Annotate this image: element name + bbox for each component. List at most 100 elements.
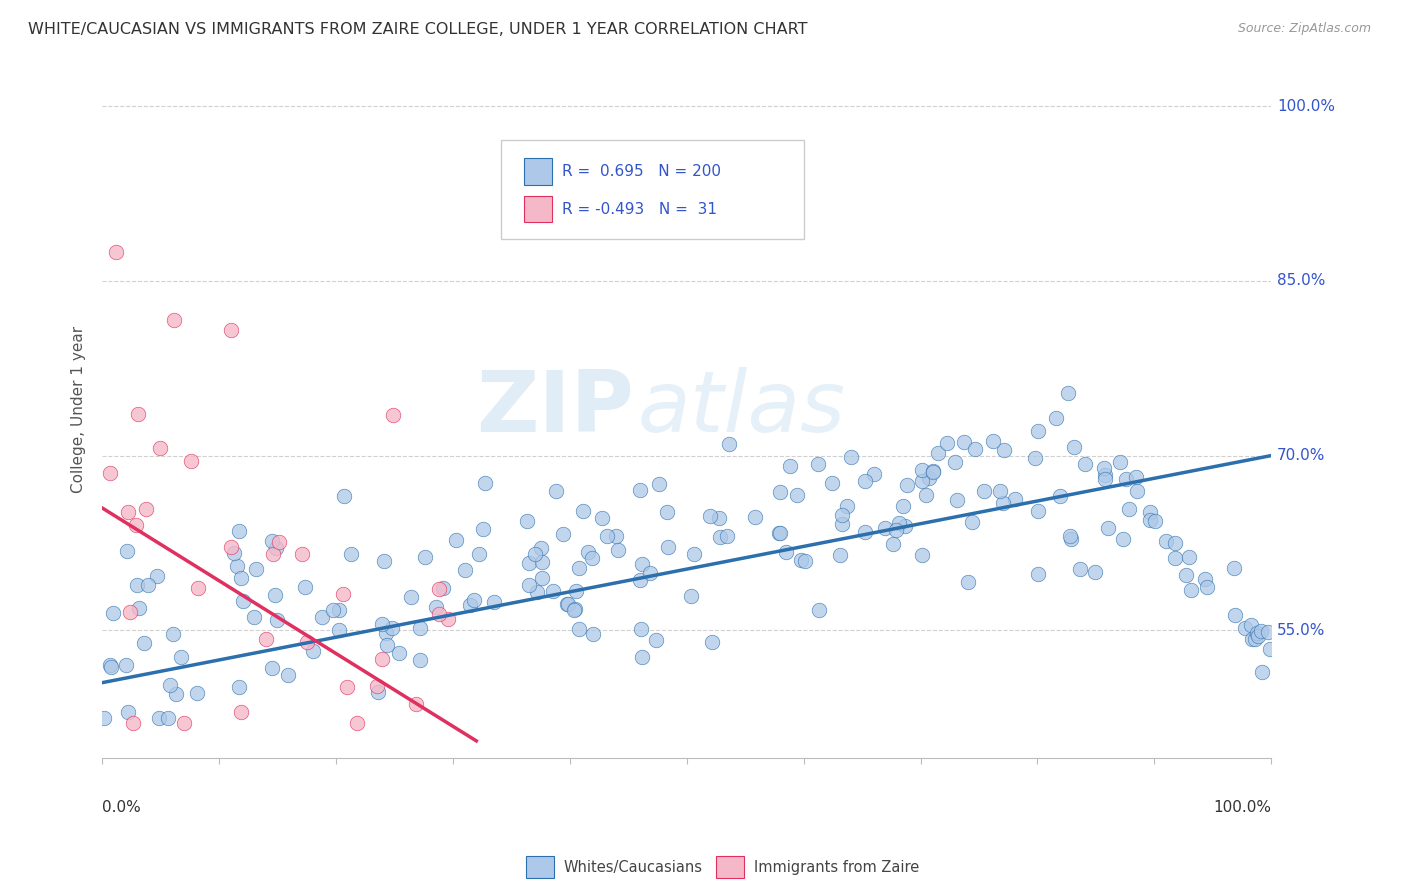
Point [1139, 513, 1161, 527]
Point [790, 553, 813, 567]
Point [444, 533, 467, 548]
Point [401, 590, 423, 604]
Point [605, 529, 627, 543]
Point [156, 710, 179, 724]
Point [993, 443, 1015, 458]
Point [1115, 472, 1137, 486]
Point [699, 508, 721, 523]
Point [581, 550, 603, 565]
Point [1174, 567, 1197, 582]
Point [943, 455, 966, 469]
Point [681, 589, 703, 603]
Point [891, 499, 914, 513]
Point [1109, 455, 1132, 469]
Text: Whites/Caucasians: Whites/Caucasians [564, 860, 703, 874]
Point [366, 679, 388, 693]
Point [165, 687, 187, 701]
Point [346, 716, 368, 731]
Point [956, 574, 979, 589]
Point [1024, 450, 1046, 465]
Point [242, 610, 264, 624]
Point [162, 627, 184, 641]
Point [1045, 411, 1067, 425]
Point [128, 601, 150, 615]
Point [101, 606, 124, 620]
Point [375, 626, 398, 640]
Point [132, 636, 155, 650]
Point [557, 597, 579, 611]
Point [1164, 551, 1187, 566]
Point [831, 517, 853, 532]
Point [232, 594, 254, 608]
Point [1194, 572, 1216, 586]
Point [1225, 608, 1247, 623]
Point [322, 603, 344, 617]
Point [1057, 386, 1080, 401]
Point [388, 646, 411, 660]
Point [427, 582, 450, 596]
Point [1125, 470, 1147, 484]
Point [709, 511, 731, 525]
Point [105, 244, 128, 259]
Point [339, 547, 361, 561]
Point [425, 599, 447, 614]
Point [807, 603, 830, 617]
Point [146, 569, 169, 583]
Point [831, 508, 853, 522]
Point [630, 622, 652, 636]
Point [1180, 583, 1202, 598]
Text: R =  0.695   N = 200: R = 0.695 N = 200 [561, 164, 720, 179]
Point [541, 584, 564, 599]
Point [582, 627, 605, 641]
Text: 100.0%: 100.0% [1213, 800, 1271, 815]
Point [245, 562, 267, 576]
Point [294, 580, 316, 594]
Point [530, 571, 553, 585]
Point [1126, 483, 1149, 498]
Point [700, 635, 723, 649]
Point [367, 685, 389, 699]
Point [530, 541, 553, 555]
Point [229, 705, 252, 719]
Point [115, 544, 138, 558]
Point [1177, 549, 1199, 564]
Point [381, 621, 404, 635]
Point [682, 547, 704, 561]
Point [1250, 624, 1272, 638]
Point [1118, 502, 1140, 516]
Point [371, 651, 394, 665]
Point [1059, 528, 1081, 542]
Point [173, 715, 195, 730]
Point [855, 524, 877, 539]
Point [572, 504, 595, 518]
Point [1074, 457, 1097, 471]
Point [628, 483, 651, 497]
Point [125, 577, 148, 591]
Text: R = -0.493   N =  31: R = -0.493 N = 31 [561, 202, 717, 217]
Point [768, 525, 790, 540]
Point [302, 644, 325, 658]
Point [100, 659, 122, 673]
Point [228, 681, 250, 695]
Point [882, 537, 904, 551]
Point [786, 488, 808, 502]
Point [125, 518, 148, 533]
Point [953, 434, 976, 449]
Point [657, 540, 679, 554]
Point [565, 584, 588, 599]
Point [427, 607, 450, 621]
Point [991, 495, 1014, 509]
Point [910, 474, 932, 488]
Point [1246, 625, 1268, 640]
Point [1026, 504, 1049, 518]
Point [911, 463, 934, 477]
Point [1112, 532, 1135, 546]
Point [517, 556, 540, 570]
Point [228, 524, 250, 538]
Point [163, 312, 186, 326]
Point [630, 557, 652, 571]
Point [1026, 567, 1049, 582]
Point [553, 526, 575, 541]
Point [718, 437, 741, 451]
Point [1060, 532, 1083, 546]
